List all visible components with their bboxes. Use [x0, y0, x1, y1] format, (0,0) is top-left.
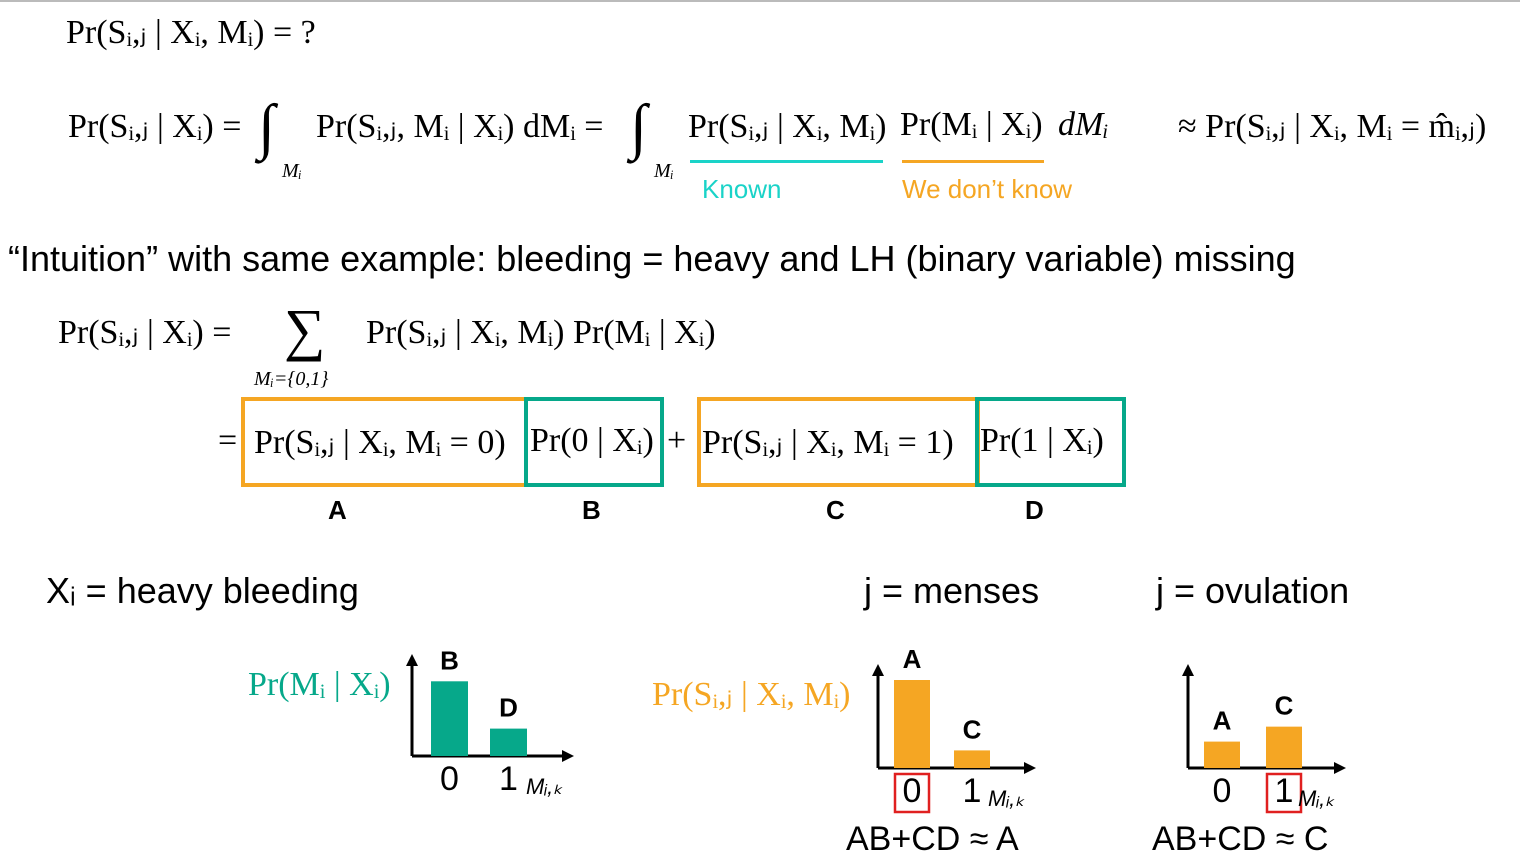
term-b-box	[524, 397, 664, 487]
menses-heading: j = menses	[864, 570, 1040, 611]
chart3-bar-0	[1204, 741, 1240, 768]
label-d: D	[1025, 495, 1044, 525]
chart1-svg: B 0 D 1 Mᵢ,ₖ	[406, 645, 574, 799]
chart1-y-arrow	[406, 654, 418, 666]
integral-sign-1: ∫	[258, 93, 275, 161]
chart3-highlight-box	[1265, 772, 1303, 814]
chart1-bar-1	[490, 728, 527, 756]
chart1-x-arrow	[562, 750, 574, 762]
chart3-bar-label-0: A	[1213, 706, 1232, 736]
chart2-x-arrow	[1024, 762, 1036, 774]
chart1-bar-label-1: D	[499, 693, 518, 723]
question-equation: Pr(Sᵢ,ⱼ | Xᵢ, Mᵢ) = ?	[66, 14, 316, 51]
plus-sign: +	[667, 422, 687, 459]
term-d: Pr(1 | Xᵢ)	[980, 422, 1104, 459]
chart3-bar-1	[1266, 726, 1302, 768]
sum-lhs: Pr(Sᵢ,ⱼ | Xᵢ) =	[58, 314, 232, 351]
term-a: Pr(Sᵢ,ⱼ | Xᵢ, Mᵢ = 0)	[254, 424, 506, 461]
unknown-label: We don’t know	[902, 174, 1073, 204]
chart3-tick-0: 0	[1213, 772, 1232, 810]
ovulation-heading: j = ovulation	[1156, 570, 1350, 611]
xi-heading: Xᵢ = heavy bleeding	[46, 570, 359, 611]
chart1-bar-label-0: B	[440, 645, 459, 675]
integral-sub-1: Mᵢ	[282, 160, 302, 182]
chart3-x-label: Mᵢ,ₖ	[1298, 786, 1335, 811]
chart3-tick-1: 1	[1275, 772, 1294, 810]
label-a: A	[328, 495, 347, 525]
chart1-x-label: Mᵢ,ₖ	[526, 774, 563, 799]
term-c: Pr(Sᵢ,ⱼ | Xᵢ, Mᵢ = 1)	[702, 424, 954, 461]
chart1-tick-1: 1	[499, 760, 518, 798]
sigma-sign: ∑	[284, 297, 326, 362]
term-b: Pr(0 | Xᵢ)	[530, 422, 654, 459]
chart2-bar-label-1: C	[963, 714, 982, 744]
chart2-svg: A 0 C 1 Mᵢ,ₖ	[872, 644, 1036, 814]
chart1-tick-0: 0	[440, 760, 459, 798]
chart2-tick-0: 0	[903, 772, 922, 810]
chart2-tick-1: 1	[963, 772, 982, 810]
sum-rhs: Pr(Sᵢ,ⱼ | Xᵢ, Mᵢ) Pr(Mᵢ | Xᵢ)	[366, 314, 716, 351]
chart1-bar-0	[431, 681, 468, 756]
chart3-x-arrow	[1334, 762, 1346, 774]
known-underline	[690, 160, 883, 163]
chart2-highlight-box	[893, 772, 931, 814]
unknown-underline	[902, 160, 1044, 163]
known-term: Pr(Sᵢ,ⱼ | Xᵢ, Mᵢ)	[688, 108, 887, 145]
chart2-bar-0	[894, 680, 930, 768]
chart2-bar-label-0: A	[903, 644, 922, 674]
chart1-title: Pr(Mᵢ | Xᵢ)	[248, 666, 391, 703]
top-border	[0, 0, 1520, 2]
intuition-text: “Intuition” with same example: bleeding …	[8, 238, 1296, 279]
label-c: C	[826, 495, 845, 525]
main-equation-lhs: Pr(Sᵢ,ⱼ | Xᵢ) =	[68, 108, 242, 145]
approx-term: ≈ Pr(Sᵢ,ⱼ | Xᵢ, Mᵢ = m̂ᵢ,ⱼ)	[1178, 108, 1487, 145]
unknown-term: Pr(Mᵢ | Xᵢ)	[900, 106, 1043, 143]
known-label: Known	[702, 174, 782, 204]
integral-sub-2: Mᵢ	[654, 160, 674, 182]
dm-term: dMᵢ	[1058, 106, 1109, 143]
chart3-svg: A 0 C 1 Mᵢ,ₖ	[1182, 664, 1346, 814]
chart2-caption: AB+CD ≈ A	[846, 820, 1019, 858]
chart2-title: Pr(Sᵢ,ⱼ | Xᵢ, Mᵢ)	[652, 676, 851, 713]
chart2-bar-1	[954, 750, 990, 768]
term-d-box	[975, 397, 1126, 487]
integral-sign-2: ∫	[630, 93, 647, 161]
joint-term: Pr(Sᵢ,ⱼ, Mᵢ | Xᵢ) dMᵢ =	[316, 108, 604, 145]
sigma-sub: Mᵢ={0,1}	[254, 368, 329, 390]
label-b: B	[582, 495, 601, 525]
expansion-equals: =	[218, 422, 238, 459]
chart3-y-arrow	[1182, 664, 1194, 676]
chart3-bar-label-1: C	[1275, 691, 1294, 721]
chart3-caption: AB+CD ≈ C	[1152, 820, 1329, 858]
chart2-y-arrow	[872, 664, 884, 676]
chart2-x-label: Mᵢ,ₖ	[988, 786, 1025, 811]
